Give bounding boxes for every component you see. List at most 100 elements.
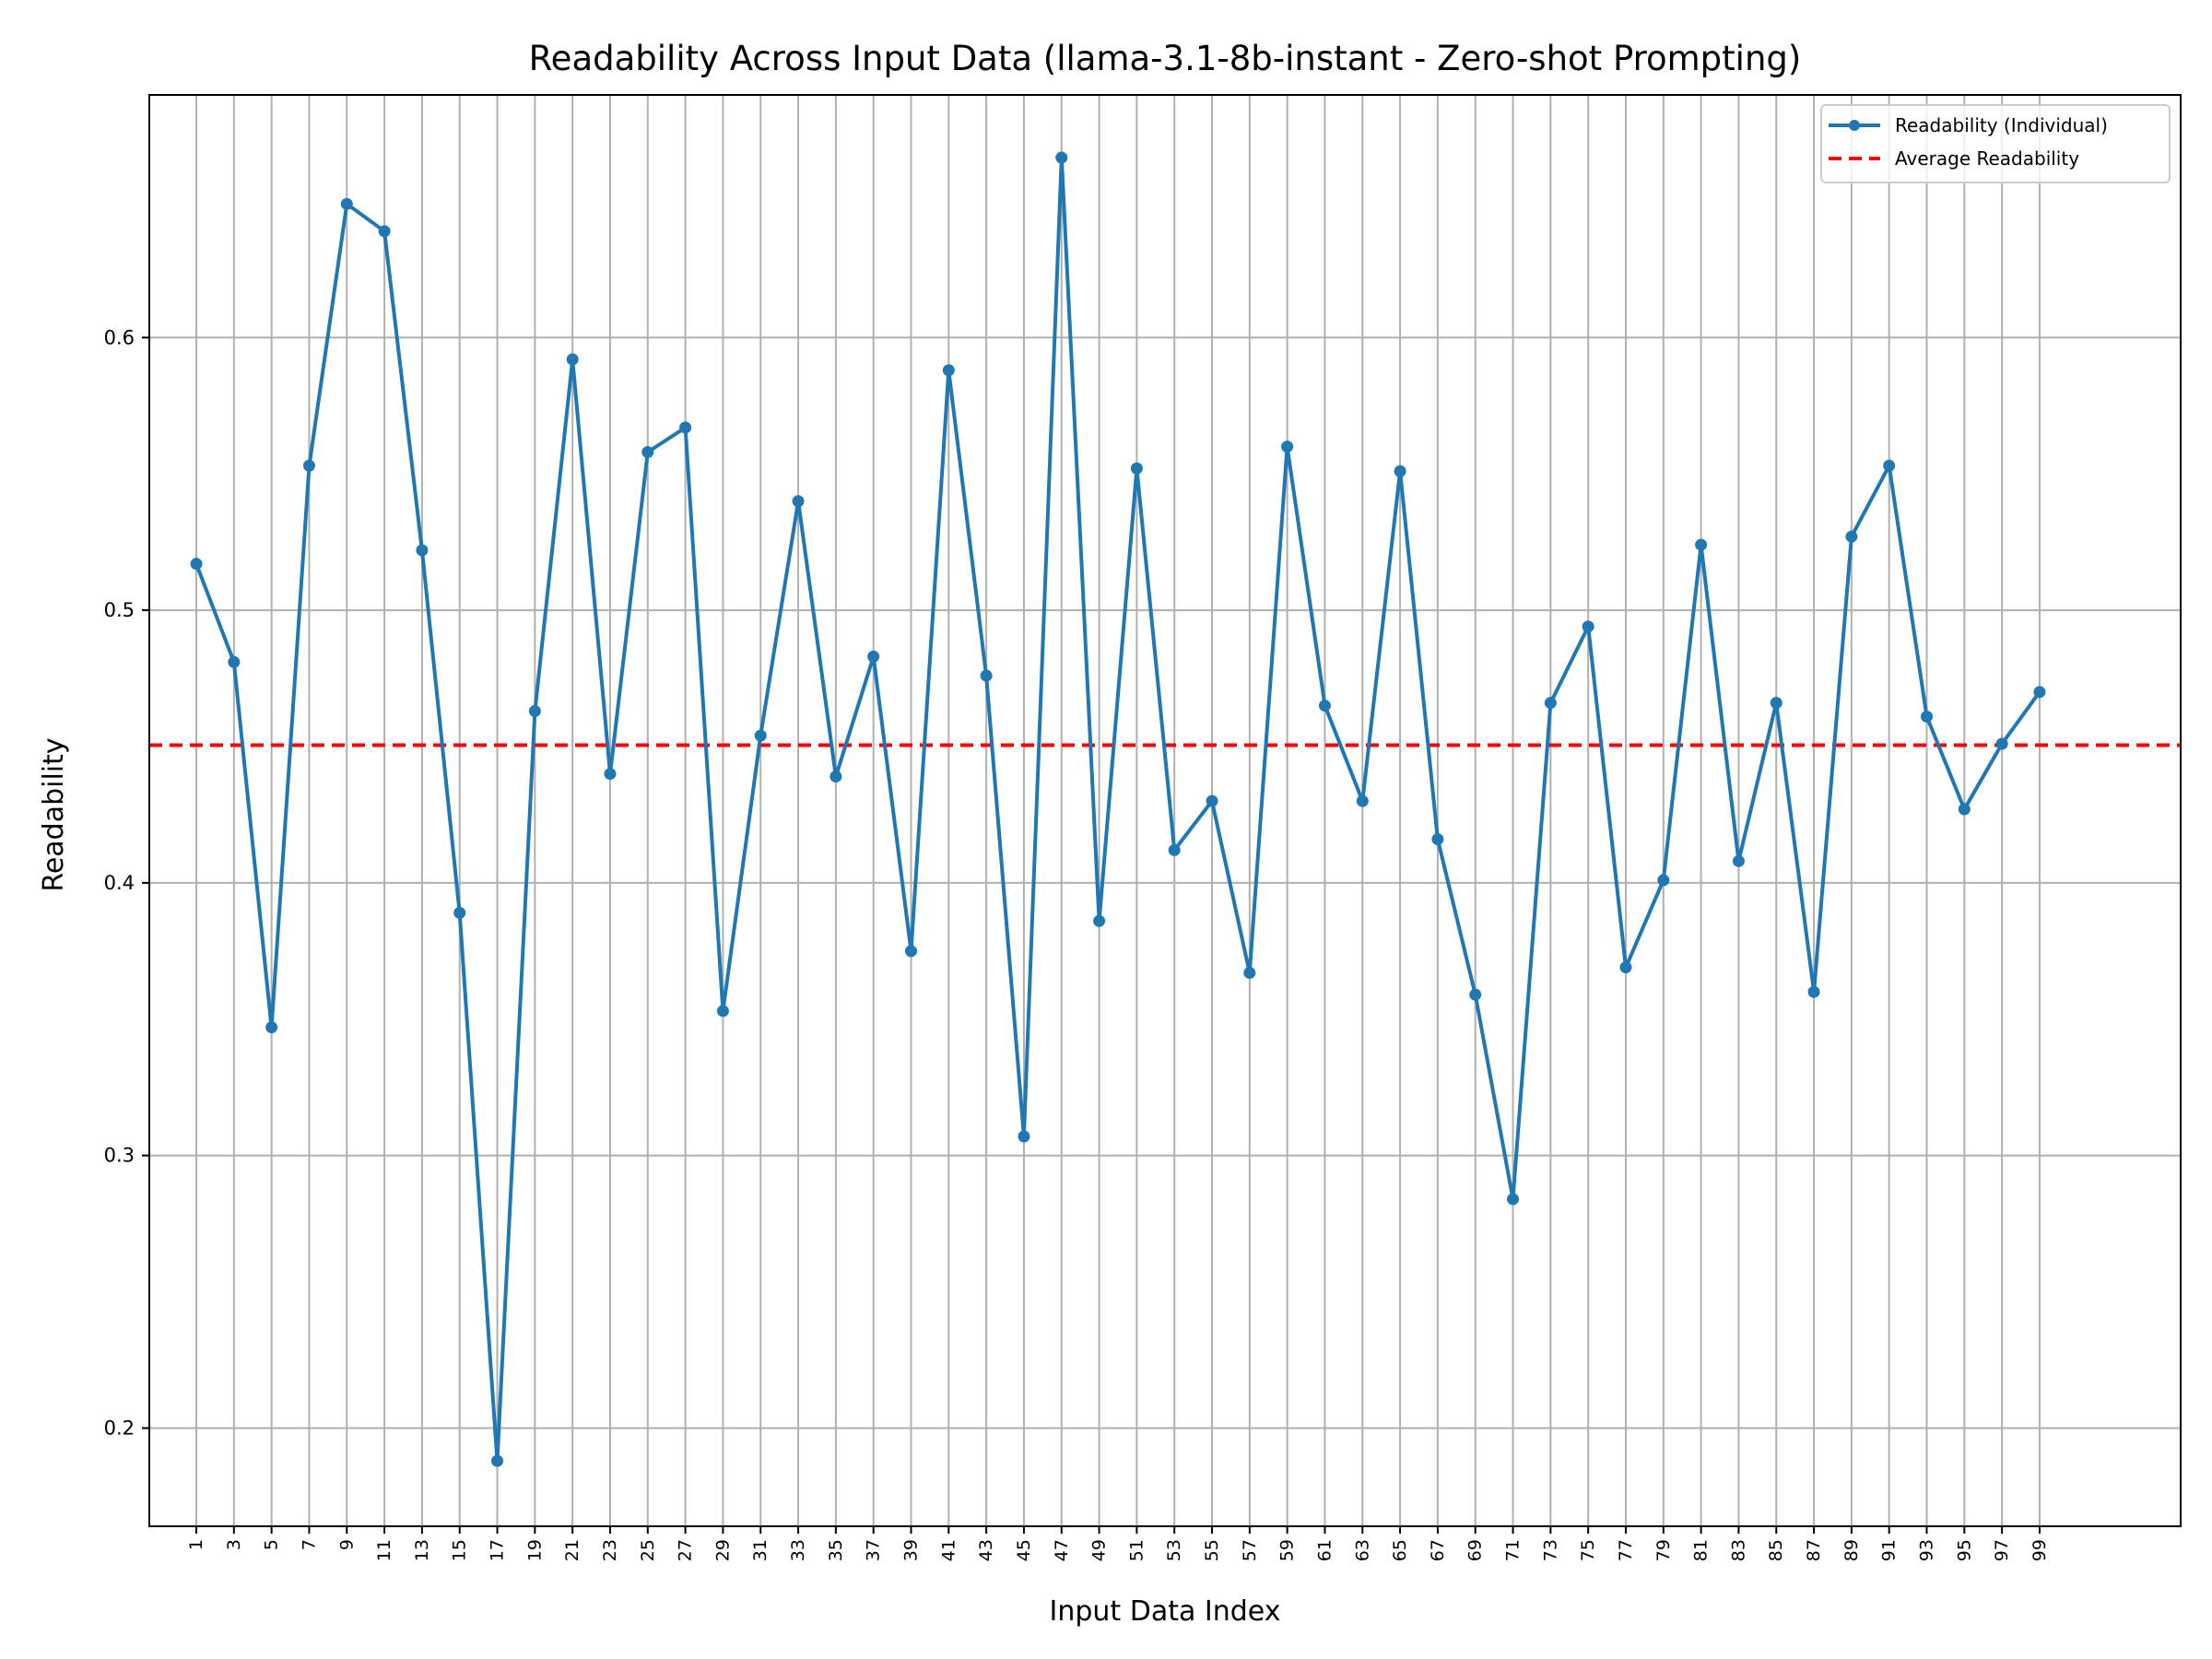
readability-point <box>2033 686 2046 699</box>
x-tick-label: 95 <box>1954 1539 1974 1561</box>
readability-point <box>1958 803 1971 816</box>
x-tick-label: 19 <box>524 1539 545 1561</box>
x-tick-label: 81 <box>1691 1539 1712 1561</box>
x-tick-label: 73 <box>1540 1539 1560 1561</box>
chart-title: Readability Across Input Data (llama-3.1… <box>529 39 1802 78</box>
y-tick-label: 0.4 <box>104 872 135 894</box>
readability-point <box>378 225 391 238</box>
x-tick-label: 23 <box>600 1539 620 1561</box>
y-tick-label: 0.2 <box>104 1418 135 1440</box>
x-tick-label: 51 <box>1126 1539 1147 1561</box>
readability-point <box>867 650 880 663</box>
x-tick-label: 27 <box>676 1539 696 1561</box>
readability-point <box>453 906 466 919</box>
x-tick-label: 99 <box>2030 1539 2050 1561</box>
x-tick-label: 63 <box>1352 1539 1372 1561</box>
readability-point <box>1657 874 1670 887</box>
x-tick-label: 75 <box>1578 1539 1598 1561</box>
readability-point <box>792 495 805 508</box>
readability-point <box>1807 985 1820 998</box>
x-tick-label: 97 <box>1992 1539 2012 1561</box>
readability-point <box>980 669 993 682</box>
x-tick-label: 11 <box>374 1539 394 1561</box>
series-layer <box>190 151 2046 1467</box>
readability-point <box>1507 1193 1520 1206</box>
readability-point <box>1544 697 1557 710</box>
legend: Readability (Individual) Average Readabi… <box>1820 104 2171 183</box>
readability-point <box>1281 441 1294 453</box>
readability-point <box>1394 465 1406 477</box>
readability-point <box>830 771 842 783</box>
x-tick-label: 45 <box>1014 1539 1034 1561</box>
x-tick-label: 39 <box>901 1539 922 1561</box>
x-tick-label: 47 <box>1052 1539 1072 1561</box>
y-tick-label: 0.6 <box>104 326 135 348</box>
x-tick-label: 55 <box>1202 1539 1222 1561</box>
x-tick-label: 9 <box>336 1539 357 1550</box>
readability-point <box>265 1021 278 1034</box>
x-tick-label: 93 <box>1917 1539 1937 1561</box>
y-tick-label: 0.5 <box>104 599 135 621</box>
readability-point <box>1356 794 1369 807</box>
readability-point <box>416 544 429 557</box>
x-tick-label: 61 <box>1314 1539 1335 1561</box>
x-tick-label: 15 <box>450 1539 470 1561</box>
x-tick-label: 59 <box>1277 1539 1298 1561</box>
x-tick-label: 37 <box>864 1539 884 1561</box>
x-tick-label: 1 <box>186 1539 206 1550</box>
readability-point <box>1431 833 1444 846</box>
readability-point <box>228 655 241 668</box>
x-tick-label: 83 <box>1728 1539 1748 1561</box>
legend-box <box>1820 104 2171 183</box>
readability-point <box>754 729 767 742</box>
readability-point <box>716 1005 729 1018</box>
x-tick-label: 13 <box>412 1539 432 1561</box>
x-tick-label: 35 <box>826 1539 846 1561</box>
x-axis-label: Input Data Index <box>1050 1595 1281 1628</box>
readability-series-line <box>194 156 2041 1463</box>
readability-point <box>1018 1130 1030 1143</box>
readability-point <box>566 353 579 366</box>
x-tick-label: 43 <box>976 1539 996 1561</box>
readability-point <box>905 945 917 958</box>
readability-point <box>190 558 203 571</box>
plot-frame <box>148 94 2182 1527</box>
legend-label-average: Average Readability <box>1895 147 2079 170</box>
readability-point <box>1168 843 1181 856</box>
readability-point <box>1770 697 1783 710</box>
readability-point <box>1582 620 1594 633</box>
x-tick-label: 29 <box>712 1539 733 1561</box>
x-tick-label: 67 <box>1428 1539 1448 1561</box>
readability-point <box>604 768 617 781</box>
x-tick-label: 57 <box>1240 1539 1260 1561</box>
x-tick-label: 71 <box>1503 1539 1524 1561</box>
x-tick-label: 7 <box>299 1539 319 1550</box>
x-tick-label: 17 <box>488 1539 508 1561</box>
x-tick-label: 33 <box>788 1539 808 1561</box>
x-tick-label: 31 <box>750 1539 771 1561</box>
readability-point <box>1921 710 1933 723</box>
readability-point <box>1243 967 1256 980</box>
x-tick-label: 65 <box>1390 1539 1410 1561</box>
readability-point <box>1732 854 1745 867</box>
readability-point <box>1883 459 1896 472</box>
readability-point <box>340 197 353 210</box>
readability-point <box>1469 988 1482 1001</box>
readability-point <box>1695 538 1708 551</box>
y-tick-label: 0.3 <box>104 1145 135 1167</box>
x-tick-label: 25 <box>638 1539 658 1561</box>
readability-point <box>1995 737 2008 750</box>
readability-point <box>1318 700 1331 712</box>
x-axis-ticks: 1 3 5 7 9 11 13 15 17 19 21 23 25 27 29 31 33 35 37 39 41 43 4… <box>186 1526 2050 1561</box>
x-tick-label: 87 <box>1804 1539 1824 1561</box>
x-tick-label: 49 <box>1089 1539 1110 1561</box>
x-tick-label: 79 <box>1653 1539 1674 1561</box>
readability-point <box>942 364 955 377</box>
readability-point <box>528 705 541 718</box>
grid <box>149 95 2181 1526</box>
x-tick-label: 69 <box>1465 1539 1486 1561</box>
readability-point <box>679 421 692 434</box>
legend-label-individual: Readability (Individual) <box>1895 114 2108 136</box>
y-axis-ticks: 0.2 0.3 0.4 0.5 0.6 <box>104 326 149 1440</box>
readability-point <box>1055 151 1068 164</box>
